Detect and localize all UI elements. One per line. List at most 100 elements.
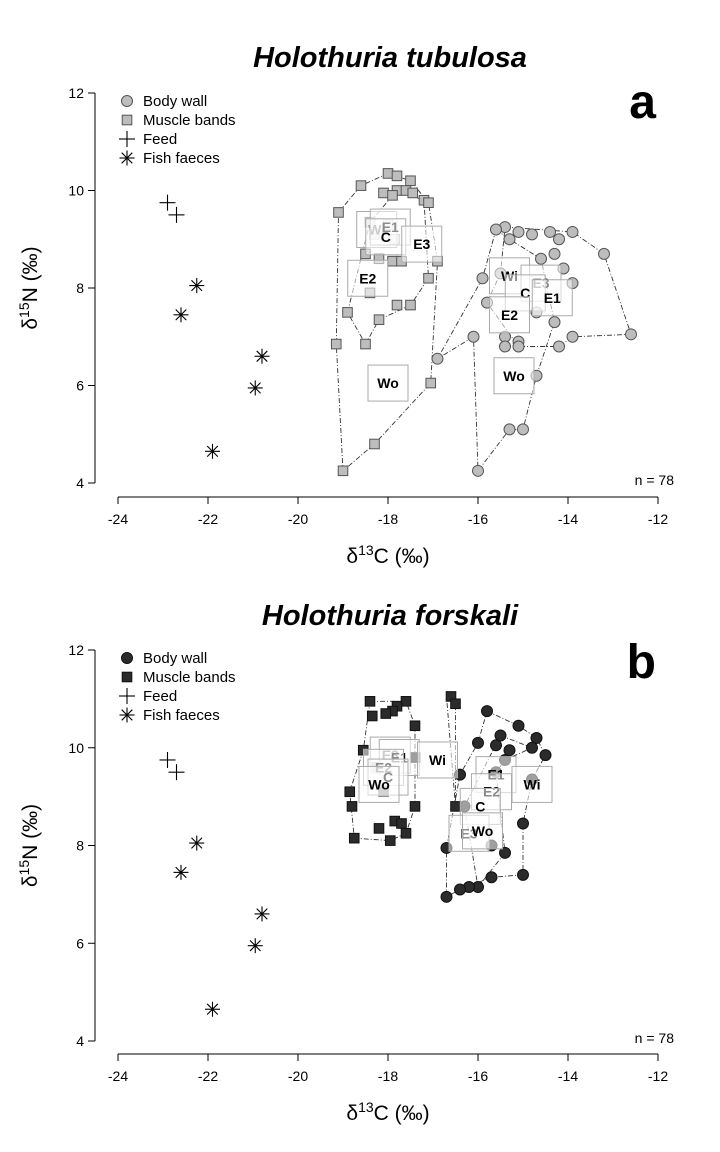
group-label: Wo xyxy=(493,357,535,395)
legend-marker xyxy=(119,688,135,704)
hull-line xyxy=(446,710,547,898)
asterisk-stroke xyxy=(206,445,219,458)
group-label-box xyxy=(462,812,503,850)
data-point-muscle-bands xyxy=(384,835,396,846)
group-label: E2 xyxy=(347,259,389,297)
y-axis-label: δ15N (‰) xyxy=(16,246,42,329)
asterisk-stroke xyxy=(206,1003,219,1015)
x-tick-label: -18 xyxy=(378,1068,398,1084)
data-point-muscle-bands xyxy=(391,299,403,311)
data-point-fish-faeces xyxy=(189,835,205,851)
y-tick-label: 10 xyxy=(68,183,84,199)
data-point-muscle-bands xyxy=(344,786,356,798)
data-point-muscle-bands xyxy=(373,823,385,834)
data-point-fish-faeces xyxy=(205,443,220,459)
data-point-muscle-bands xyxy=(387,190,398,201)
data-point-muscle-bands xyxy=(400,827,412,839)
legend-marker xyxy=(119,131,135,147)
x-tick-label: -14 xyxy=(558,1068,578,1084)
data-point-body-wall xyxy=(526,228,538,241)
group-label-box xyxy=(531,279,573,317)
group-label-box xyxy=(358,765,400,803)
group-label-text: C xyxy=(475,798,485,814)
data-point-body-wall xyxy=(431,352,444,365)
data-point-fish-faeces xyxy=(173,864,189,880)
data-point-muscle-bands xyxy=(360,338,371,350)
asterisk-stroke xyxy=(121,709,133,721)
legend-marker xyxy=(119,150,135,166)
x-axis-label: δ13C (‰) xyxy=(346,1099,429,1125)
chart-title: Holothuria tubulosa xyxy=(253,42,527,74)
data-point-body-wall xyxy=(481,705,493,718)
legend-label: Fish faeces xyxy=(143,707,220,724)
group-label: Wo xyxy=(462,812,503,850)
group-label-box xyxy=(511,765,553,803)
data-point-fish-faeces xyxy=(254,348,270,364)
panel-b: Holothuria forskali b 4 6 8 10 12 -24 -22 -20 -18 -… xyxy=(16,600,674,1125)
group-label: Wo xyxy=(367,364,409,402)
group-label-text: C xyxy=(381,229,391,245)
group-label-text: E1 xyxy=(544,290,561,306)
data-point-feed xyxy=(159,194,176,211)
group-label: Wi xyxy=(511,765,553,803)
legend-marker xyxy=(121,652,133,664)
data-point-body-wall xyxy=(517,423,529,436)
data-point-muscle-bands xyxy=(425,377,437,389)
data-point-body-wall xyxy=(539,749,552,762)
legend-label: Muscle bands xyxy=(143,669,236,686)
data-point-muscle-bands xyxy=(396,818,407,829)
x-axis-label: δ13C (‰) xyxy=(346,542,429,568)
group-label: Wi xyxy=(417,741,458,779)
group-label-text: Wi xyxy=(524,776,541,792)
group-label-text: E2 xyxy=(501,307,518,323)
data-point-body-wall xyxy=(566,225,579,238)
data-point-body-wall xyxy=(476,272,489,285)
group-label-text: Wi xyxy=(429,752,446,768)
data-point-muscle-bands xyxy=(409,720,421,732)
data-point-muscle-bands xyxy=(346,801,358,812)
data-point-body-wall xyxy=(467,330,480,343)
data-point-muscle-bands xyxy=(423,272,434,284)
hull-line xyxy=(349,700,416,842)
group-label-box xyxy=(367,364,409,402)
group-label: E3 xyxy=(401,225,443,263)
x-tick-label: -20 xyxy=(288,511,308,527)
data-point-body-wall xyxy=(499,846,511,859)
group-label-box xyxy=(401,225,443,263)
data-point-muscle-bands xyxy=(400,696,412,707)
legend: Body wall Muscle bands Feed Fish faeces xyxy=(119,93,236,167)
data-point-body-wall xyxy=(472,464,484,477)
data-point-body-wall xyxy=(535,252,547,265)
data-point-body-wall xyxy=(530,731,543,744)
data-point-fish-faeces xyxy=(189,278,205,294)
data-point-muscle-bands xyxy=(450,698,461,710)
x-tick-label: -18 xyxy=(378,511,398,527)
group-label-text: Wo xyxy=(377,375,399,391)
data-point-muscle-bands xyxy=(373,314,385,325)
sample-size-label: n = 78 xyxy=(635,472,675,488)
data-point-body-wall xyxy=(512,719,525,732)
data-point-body-wall xyxy=(440,890,453,903)
x-tick-label: -16 xyxy=(468,511,488,527)
group-label-text: E2 xyxy=(359,270,376,286)
data-point-fish-faeces xyxy=(173,307,189,323)
group-label: E1 xyxy=(531,279,573,317)
x-tick-label: -20 xyxy=(288,1068,308,1084)
sample-size-label: n = 78 xyxy=(635,1030,675,1046)
group-label-text: Wo xyxy=(368,776,390,792)
data-point-body-wall xyxy=(548,247,561,260)
group-label-text: E3 xyxy=(413,236,430,252)
group-label-text: C xyxy=(520,285,530,301)
data-point-body-wall xyxy=(503,744,516,757)
group-label-text: Wo xyxy=(503,368,525,384)
hull-line xyxy=(335,172,438,472)
x-tick-label: -12 xyxy=(648,511,668,527)
x-tick-label: -22 xyxy=(198,1068,218,1084)
asterisk-stroke xyxy=(121,152,133,164)
data-point-body-wall xyxy=(598,247,610,260)
data-point-fish-faeces xyxy=(247,380,263,396)
y-tick-label: 10 xyxy=(68,740,84,756)
data-point-body-wall xyxy=(566,330,579,343)
data-point-muscle-bands xyxy=(355,180,367,191)
group-label: C xyxy=(365,218,407,256)
